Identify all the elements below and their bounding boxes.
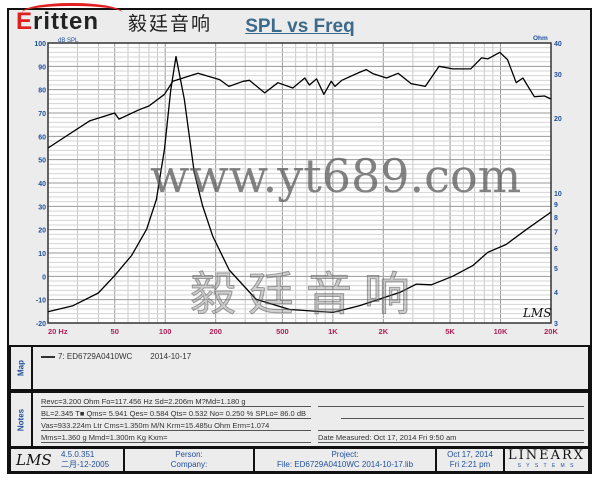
print-date: Oct 17, 2014 <box>447 450 493 459</box>
y2-tick-label: 3 <box>554 321 558 328</box>
linearx-sub: S Y S T E M S <box>517 463 576 469</box>
y-tick-label: 40 <box>38 181 46 188</box>
x-tick-label: 20 Hz <box>48 327 68 336</box>
map-entry-name: 7: ED6729A0410WC <box>58 352 133 361</box>
y2-tick-label: 4 <box>554 290 558 297</box>
legend-line-icon <box>41 355 55 358</box>
y-tick-label: 100 <box>34 41 46 48</box>
logo-chinese: 毅廷音响 <box>128 13 213 35</box>
y2-tick-label: 9 <box>554 202 558 209</box>
y-tick-label: 70 <box>38 111 46 118</box>
map-label: Map <box>16 360 26 376</box>
project-label: Project: <box>331 450 359 459</box>
x-tick-label: 1K <box>328 327 338 336</box>
logo: Eritten 毅廷音响 <box>16 0 241 36</box>
print-time: Fri 2:21 pm <box>449 460 491 469</box>
x-tick-label: 10K <box>494 327 508 336</box>
plot-border <box>47 42 552 324</box>
spl-impedance-chart: 20 Hz 50 100 200 500 1K 2K 5K 10K 20K100908070605… <box>34 35 562 336</box>
x-tick-label: 500 <box>276 327 289 336</box>
notes-label: Notes <box>16 408 26 431</box>
footer: LMS 4.5.0.351 二月-12-2005 Person: Company:… <box>9 447 590 473</box>
company-label: Company: <box>170 460 208 469</box>
linearx-logo: LINEARX <box>507 448 586 463</box>
x-tick-label: 20K <box>544 327 558 336</box>
y2-tick-label: 40 <box>554 41 562 48</box>
note-line-right <box>341 409 584 419</box>
y2-tick-label: 7 <box>554 229 558 236</box>
lms-annotation: LMS <box>522 306 551 320</box>
note-line: BL=2.345 T■ Qms= 5.941 Qes= 0.584 Qts= 0… <box>41 409 311 419</box>
y2-tick-label: 10 <box>554 191 562 198</box>
note-line-right <box>318 421 584 431</box>
y-axis-label: dB SPL <box>58 38 79 44</box>
build-date: 二月-12-2005 <box>61 460 110 469</box>
map-panel: Map 7: ED6729A0410WC 2014-10-17 <box>9 345 590 391</box>
y2-tick-label: 30 <box>554 72 562 79</box>
note-line: Mms=1.360 g Mmd=1.300m Kg Kxm= <box>41 433 311 443</box>
y-tick-label: 50 <box>38 158 46 165</box>
logo-swoosh <box>22 3 122 22</box>
impedance-curve <box>47 55 552 314</box>
watermark-chinese: 毅廷音响 <box>190 267 422 321</box>
y2-tick-label: 8 <box>554 215 558 222</box>
y-tick-label: 20 <box>38 228 46 235</box>
watermark-site: www.yt689.com <box>150 149 522 203</box>
notes-panel: Notes Revc=3.200 Ohm Fo=117.456 Hz Sd=2.… <box>9 391 590 448</box>
x-tick-label: 100 <box>159 327 172 336</box>
chart-title: SPL vs Freq <box>245 16 355 37</box>
logo-word: ritten <box>33 8 100 35</box>
note-line: Revc=3.200 Ohm Fo=117.456 Hz Sd=2.206m M… <box>41 397 311 407</box>
map-entry[interactable]: 7: ED6729A0410WC 2014-10-17 <box>41 352 191 361</box>
lms-logo: LMS <box>16 451 52 469</box>
x-tick-label: 5K <box>445 327 455 336</box>
note-line-right <box>318 397 584 407</box>
x-tick-label: 200 <box>209 327 222 336</box>
y2-tick-label: 5 <box>554 266 558 273</box>
y-tick-label: 10 <box>38 251 46 258</box>
y-tick-label: 60 <box>38 134 46 141</box>
y-tick-label: 30 <box>38 204 46 211</box>
y-tick-label: 0 <box>42 274 46 281</box>
y-tick-label: -10 <box>36 298 46 305</box>
version: 4.5.0.351 <box>61 450 95 459</box>
file-name: File: ED6729A0410WC 2014-10-17.lib <box>276 460 414 469</box>
note-date-measured: Date Measured: Oct 17, 2014 Fri 9:50 am <box>318 433 584 443</box>
y-tick-label: -20 <box>36 321 46 328</box>
note-line: Vas=933.224m Ltr Cms=1.350m M/N Krm=15.4… <box>41 421 311 431</box>
y-tick-label: 80 <box>38 88 46 95</box>
x-tick-label: 2K <box>379 327 389 336</box>
y2-tick-label: 6 <box>554 246 558 253</box>
map-entry-date: 2014-10-17 <box>150 352 192 361</box>
y-tick-label: 90 <box>38 64 46 71</box>
y2-axis-label: Ohm <box>533 35 548 42</box>
logo-initial: E <box>16 8 34 35</box>
x-tick-label: 50 <box>111 327 119 336</box>
person-label: Person: <box>175 450 203 459</box>
y2-tick-label: 20 <box>554 116 562 123</box>
